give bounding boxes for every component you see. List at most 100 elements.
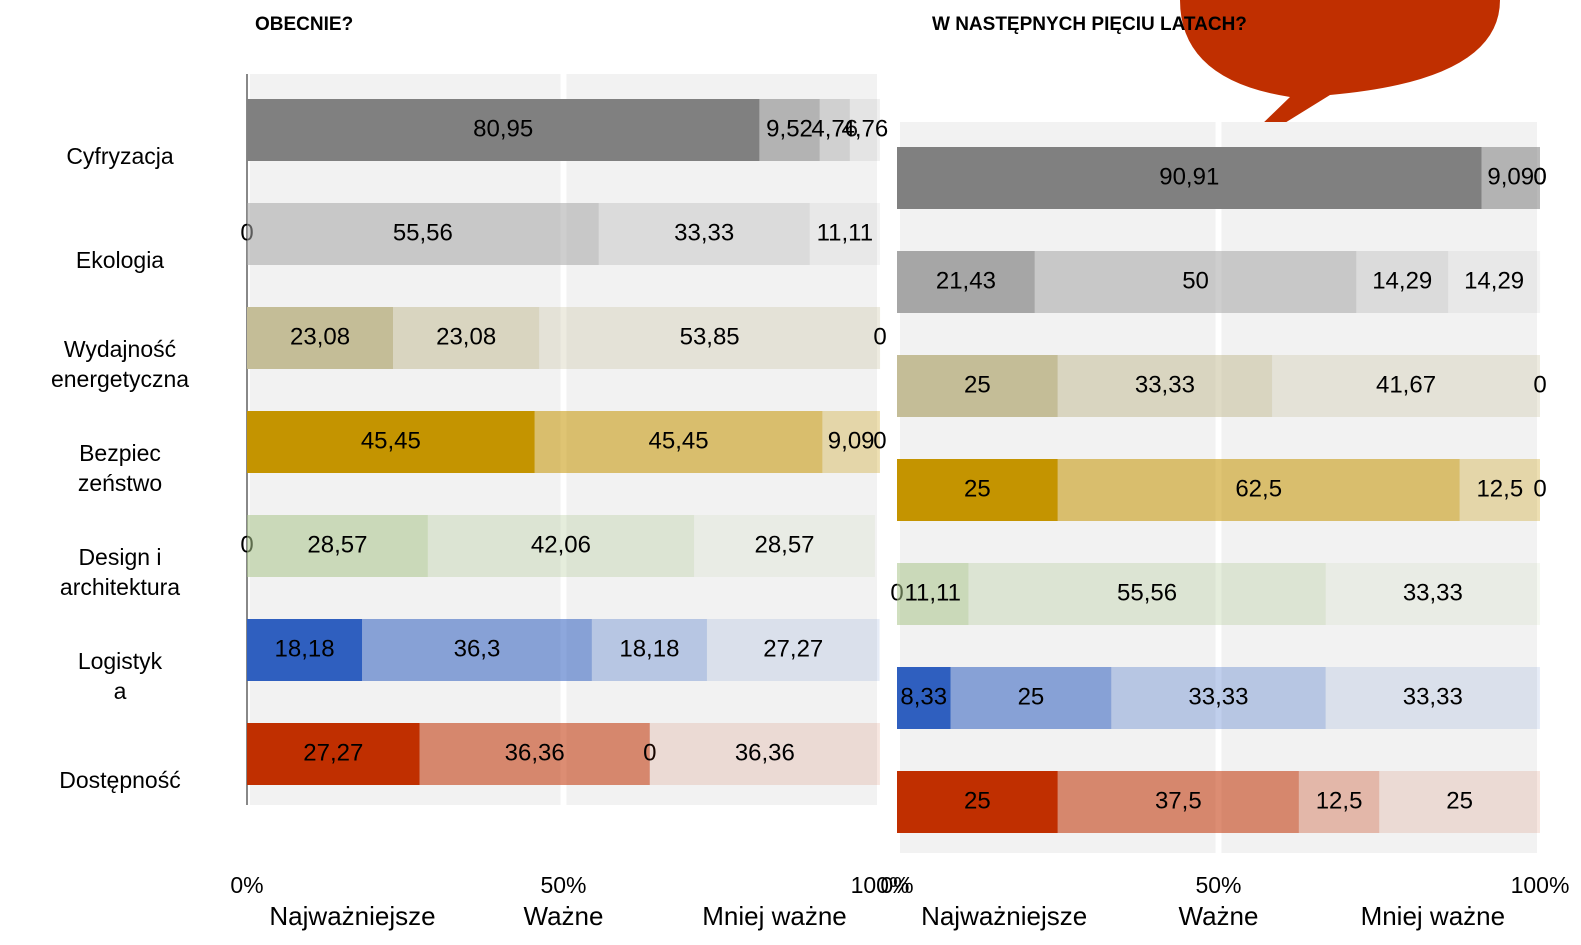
data-label: 12,5 [1316,787,1363,814]
data-label: 9,09 [1487,163,1534,190]
x-tick-label: 100% [851,872,910,898]
legend-label: Mniej ważne [1361,901,1506,931]
data-label: 62,5 [1235,475,1282,502]
data-label: 41,67 [1376,371,1436,398]
chart-title: W NASTĘPNYCH PIĘCIU LATACH? [932,14,1247,35]
data-label: 21,43 [936,267,996,294]
bar-segment [1298,771,1380,833]
bar-segment [539,307,881,369]
category-label: Cyfryzacja [66,143,174,169]
data-label: 12,5 [1476,475,1523,502]
data-label: 27,27 [303,739,363,766]
legend-label: Najważniejsze [269,901,435,931]
data-label: 53,85 [680,323,740,350]
data-label: 8,33 [900,683,947,710]
category-label: Ekologia [75,247,165,273]
data-label: 45,45 [649,427,709,454]
bar-segment [1272,355,1540,417]
bar-segment [968,563,1326,625]
bar-segment [1057,771,1299,833]
data-label: 25 [1018,683,1045,710]
bar-segment [247,307,394,369]
bar-segment [362,619,592,681]
bar-segment [694,515,875,577]
data-label: 18,18 [275,635,335,662]
category-label: Design i architektura [59,544,181,600]
data-label: 36,36 [505,739,565,766]
data-label: 14,29 [1372,267,1432,294]
bar-segment [1459,459,1540,521]
bar-segment [427,515,695,577]
bar-segment [897,667,951,729]
bar-segment [1111,667,1326,729]
bar-segment [1356,251,1449,313]
data-label: 11,11 [817,219,874,246]
bar-segment [1034,251,1357,313]
data-label: 25 [964,475,991,502]
bar-segment [247,619,363,681]
bar-segment [819,99,850,161]
data-label: 42,06 [531,531,591,558]
data-label: 37,5 [1155,787,1202,814]
legend-label: Ważne [524,901,604,931]
bar-segment [897,147,1482,209]
data-label: 0 [1533,475,1546,502]
bar-segment [706,619,880,681]
data-label: 36,3 [454,635,501,662]
x-tick-label: 50% [1195,872,1241,898]
category-label: Logistyk a [77,648,163,704]
category-label: Dostępność [59,767,181,793]
bar-segment [247,723,420,785]
data-label: 25 [964,787,991,814]
data-label: 33,33 [1135,371,1195,398]
legend-label: Najważniejsze [921,901,1087,931]
bar-segment [897,355,1058,417]
bar-segment [591,619,707,681]
data-label: 28,57 [307,531,367,558]
data-label: 55,56 [1117,579,1177,606]
data-label: 55,56 [393,219,453,246]
x-tick-label: 0% [880,872,913,898]
legend-label: Mniej ważne [702,901,847,931]
category-label: Bezpiec zeństwo [77,440,163,496]
data-label: 36,36 [735,739,795,766]
bar-segment [897,251,1035,313]
data-label: 28,57 [754,531,814,558]
bar-segment [247,99,760,161]
data-label: 33,33 [1403,579,1463,606]
x-tick-label: 0% [230,872,263,898]
data-label: 33,33 [674,219,734,246]
data-label: 25 [1446,787,1473,814]
data-label: 4,76 [842,115,889,142]
data-label: 14,29 [1464,267,1524,294]
data-label: 0 [873,323,886,350]
legend-label: Ważne [1179,901,1259,931]
data-label: 27,27 [763,635,823,662]
bar-segment [649,723,880,785]
data-label: 0 [873,427,886,454]
data-label: 0 [1533,371,1546,398]
data-label: 0 [1533,163,1546,190]
bar-segment [534,411,823,473]
bar-segment [393,307,540,369]
data-label: 4,76 [811,115,858,142]
bar-segment [1057,355,1273,417]
data-label: 9,52 [766,115,813,142]
data-label: 11,11 [904,579,961,606]
data-label: 23,08 [290,323,350,350]
bar-segment [1481,147,1540,209]
category-label: Wydajność energetyczna [50,336,190,392]
bar-segment [809,203,880,265]
bar-segment [247,515,428,577]
data-label: 9,09 [828,427,875,454]
bar-segment [1379,771,1540,833]
data-label: 33,33 [1188,683,1248,710]
bar-segment [1448,251,1541,313]
bar-segment [759,99,820,161]
data-label: 23,08 [436,323,496,350]
bar-segment [950,667,1112,729]
data-label: 90,91 [1159,163,1219,190]
data-label: 0 [1533,163,1546,190]
